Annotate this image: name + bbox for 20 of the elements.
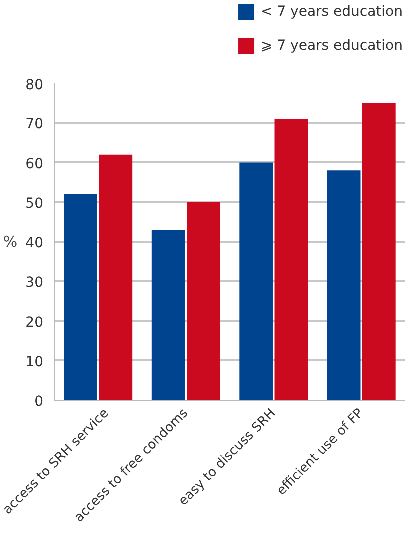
legend-label: ⩾ 7 years education	[261, 38, 403, 54]
y-tick-label: 0	[34, 394, 44, 410]
bar	[327, 170, 361, 400]
bar	[274, 119, 308, 400]
y-tick-label: 50	[26, 196, 44, 212]
y-tick-label: 20	[26, 314, 44, 331]
y-tick-label: 80	[26, 78, 44, 94]
bar	[362, 103, 396, 400]
y-tick-label: 60	[26, 156, 44, 172]
bar	[99, 154, 133, 400]
y-tick-label: 40	[26, 236, 44, 252]
y-tick-label: 30	[26, 275, 44, 292]
bar	[187, 202, 220, 400]
y-tick-label: 10	[26, 354, 44, 370]
y-axis-title: %	[3, 233, 18, 251]
legend-label: < 7 years education	[261, 4, 403, 20]
bar	[240, 162, 273, 400]
bar	[152, 230, 186, 400]
y-tick-label: 70	[26, 116, 44, 133]
bar	[64, 194, 98, 400]
